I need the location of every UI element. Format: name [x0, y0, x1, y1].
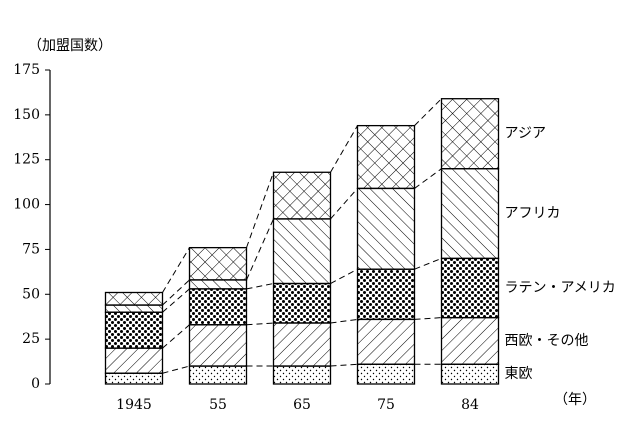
y-tick-label: 0 [31, 376, 40, 392]
bar-segment [440, 316, 500, 365]
connector [246, 172, 274, 248]
bar-segment [272, 322, 332, 367]
bar-segment [104, 311, 164, 349]
connector [162, 324, 190, 349]
bar-segment [104, 291, 164, 306]
bar-segment [440, 168, 500, 260]
connector [246, 218, 274, 281]
x-tick-label: 1945 [116, 397, 152, 413]
y-tick-label: 25 [22, 331, 40, 347]
connector [330, 268, 358, 284]
connector [246, 283, 274, 290]
bar-segment [272, 171, 332, 220]
bar-segment [356, 187, 416, 270]
connector [162, 247, 190, 293]
legend-label: 東欧 [505, 366, 533, 382]
legend-label: アフリカ [505, 206, 561, 222]
bar-segment [440, 98, 500, 170]
x-axis-label: （年） [554, 392, 596, 408]
x-tick-label: 55 [209, 397, 227, 413]
y-tick-label: 150 [13, 107, 40, 123]
connector [330, 363, 358, 367]
x-tick-label: 84 [461, 397, 479, 413]
connector [162, 365, 190, 374]
y-tick-label: 125 [13, 152, 40, 168]
x-tick-label: 75 [377, 397, 395, 413]
connector [414, 317, 442, 320]
bar-segment [104, 347, 164, 374]
legend-label: ラテン・アメリカ [505, 280, 616, 296]
y-tick-label: 50 [22, 286, 40, 302]
connector [330, 125, 358, 173]
bar-segment [188, 279, 248, 290]
connector [162, 288, 190, 313]
legend-label: 西欧・その他 [505, 333, 589, 349]
y-tick-label: 175 [13, 62, 40, 78]
connector [330, 188, 358, 220]
x-tick-label: 65 [293, 397, 311, 413]
bar-segment [272, 365, 332, 385]
bar-segment [272, 218, 332, 285]
bar-segment [272, 282, 332, 324]
bar-segment [356, 124, 416, 190]
bar-segment [104, 304, 164, 313]
bar-segment [188, 246, 248, 281]
y-axis-label: （加盟国数） [28, 38, 112, 54]
bar-segment [188, 324, 248, 367]
connector [414, 98, 442, 126]
connector [330, 318, 358, 324]
connector [414, 168, 442, 189]
bar-segment [188, 365, 248, 385]
bar-segment [188, 288, 248, 326]
bar-segment [356, 318, 416, 365]
y-tick-label: 75 [22, 241, 40, 257]
bar-segment [356, 363, 416, 385]
bar-segment [104, 372, 164, 385]
y-tick-label: 100 [13, 197, 40, 213]
bar-segment [440, 363, 500, 385]
connector [414, 257, 442, 270]
bar-segment [356, 268, 416, 321]
connector [246, 322, 274, 326]
connector [162, 279, 190, 306]
legend-label: アジア [505, 126, 546, 142]
bar-segment [440, 257, 500, 319]
